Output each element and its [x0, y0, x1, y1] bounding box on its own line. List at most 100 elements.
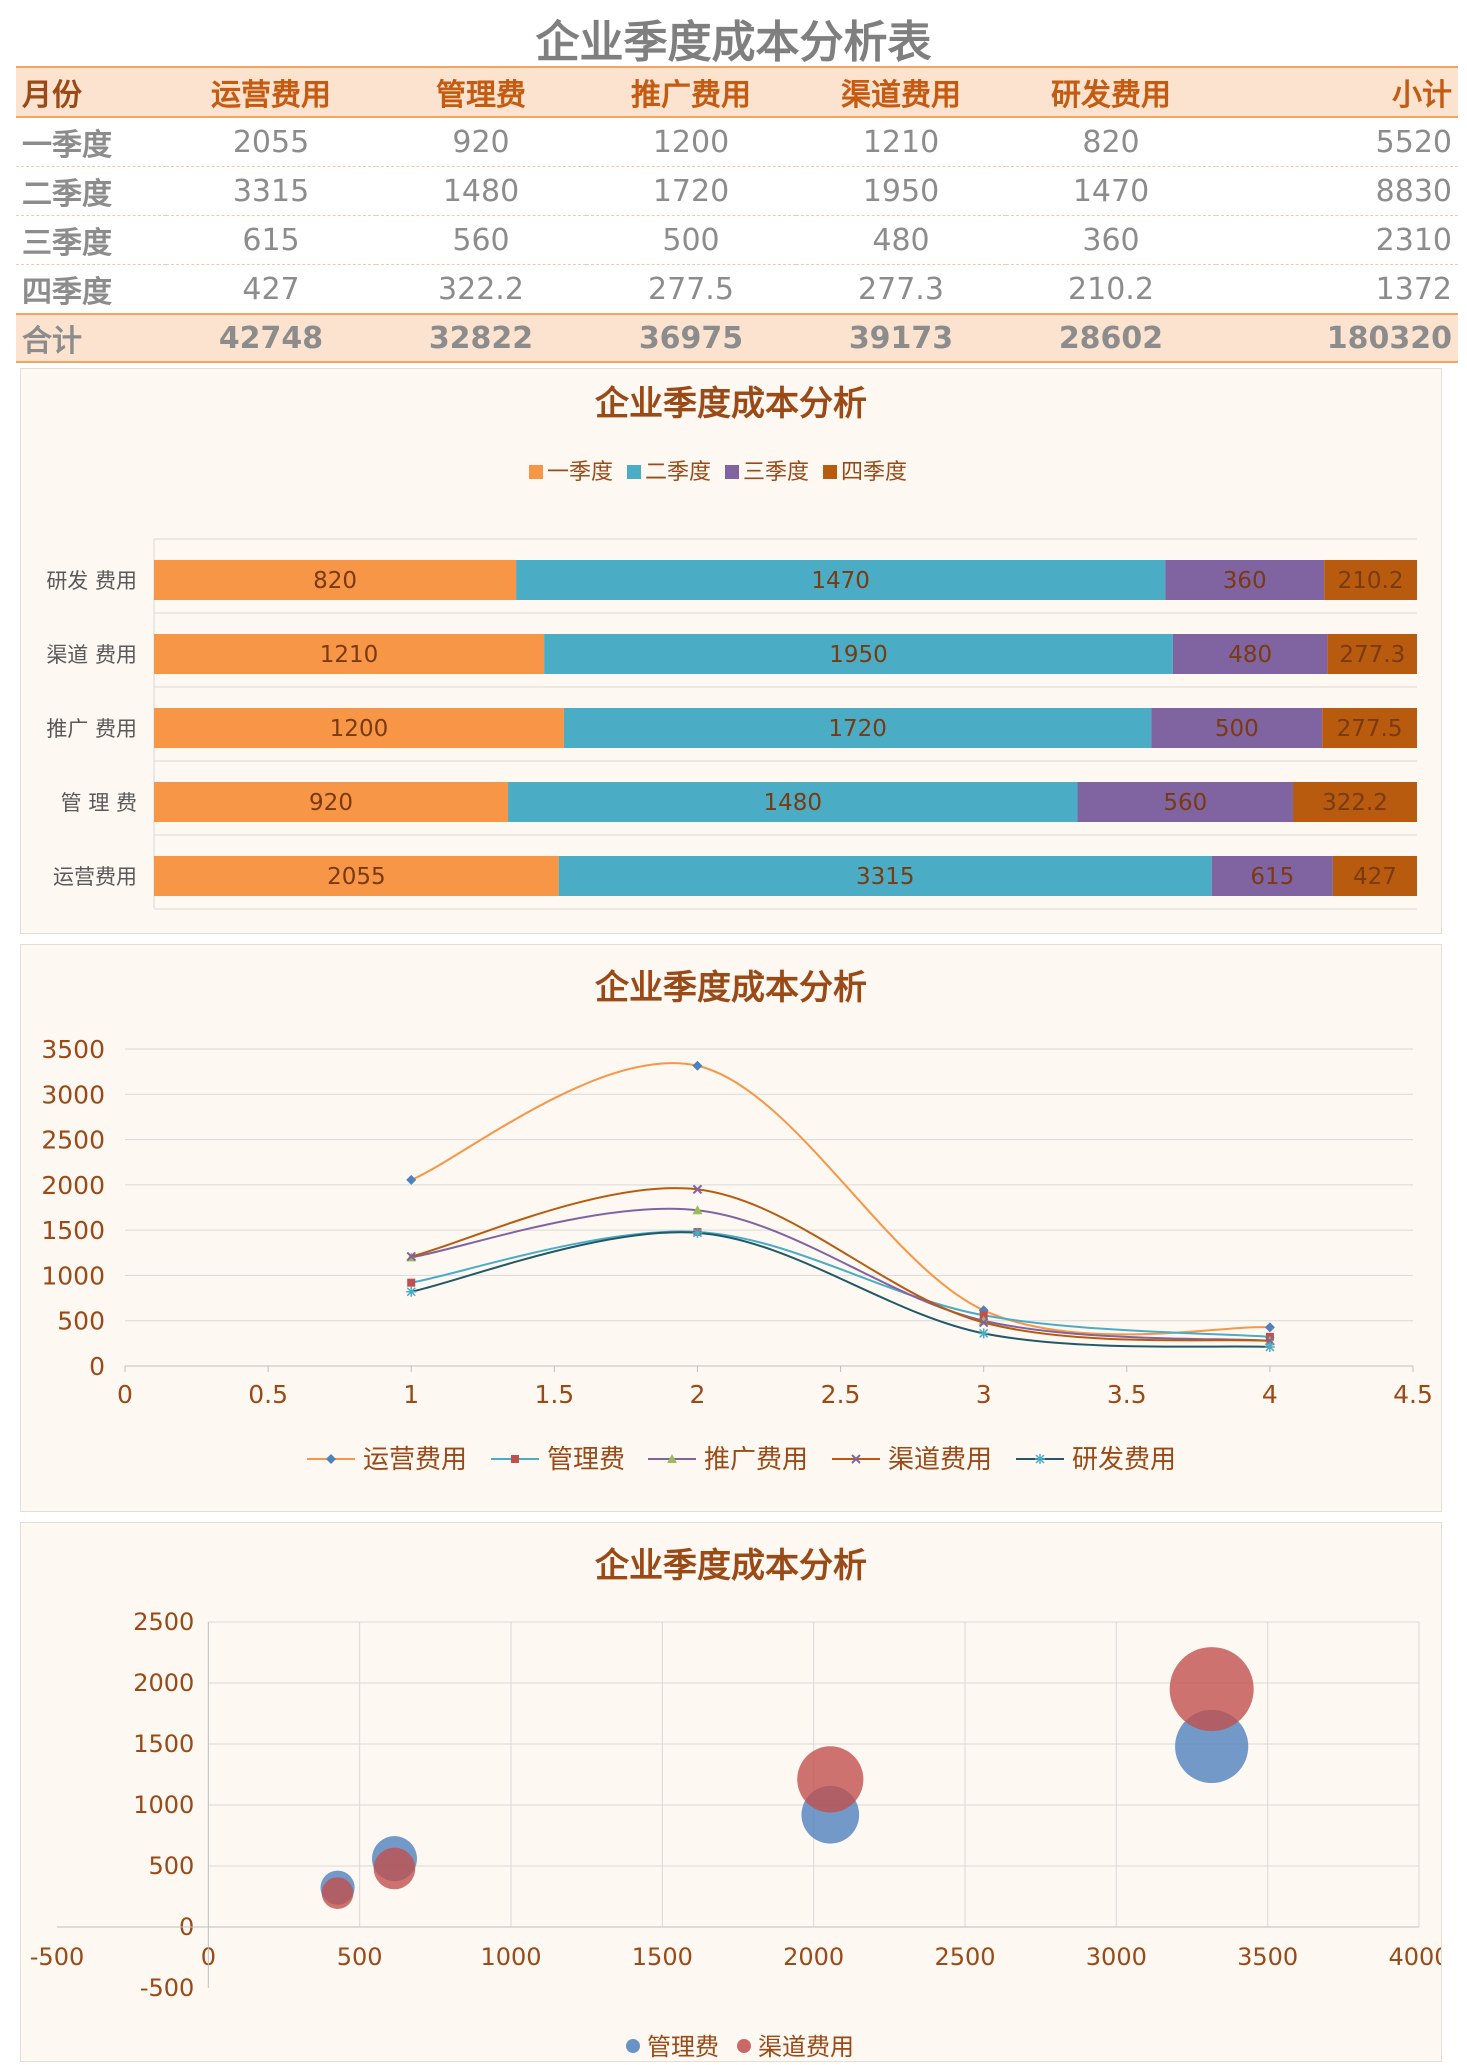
table-cell: 1720: [586, 166, 796, 216]
bubble: [797, 1746, 864, 1813]
bubble: [373, 1847, 416, 1890]
series-line: [411, 1207, 1270, 1342]
y-tick-label: 1500: [41, 1216, 105, 1245]
table-cell: 322.2: [376, 264, 586, 315]
header-cell: 推广费用: [586, 66, 796, 118]
legend-label: 管理费: [647, 2033, 719, 2061]
bar-segment: [1077, 782, 1294, 822]
bar-segment: [1327, 634, 1417, 674]
data-point: [692, 1227, 703, 1238]
series-line: [410, 1062, 1270, 1336]
total-cell: 39173: [796, 313, 1006, 363]
y-tick-label: 1000: [133, 1791, 194, 1819]
table-row: 一季度 2055 920 1200 1210 820 5520: [16, 117, 1458, 167]
total-cell: 36975: [586, 313, 796, 363]
bar-segment: [1172, 634, 1328, 674]
y-tick-label: 2500: [133, 1608, 194, 1636]
bar-segment: [154, 708, 564, 748]
legend-label: 二季度: [645, 460, 711, 485]
bar-segment: [544, 634, 1173, 674]
total-cell: 32822: [376, 313, 586, 363]
bar-segment: [1165, 560, 1325, 600]
bar-segment: [1293, 782, 1417, 822]
table-cell: 277.5: [586, 264, 796, 315]
data-label: 360: [1223, 568, 1267, 594]
table-cell: 500: [586, 215, 796, 265]
x-tick-label: -500: [30, 1943, 84, 1971]
legend-label: 管理费: [547, 1445, 625, 1475]
total-cell: 合计: [16, 313, 166, 363]
header-cell: 管理费: [376, 66, 586, 118]
header-cell: 渠道费用: [796, 66, 1006, 118]
data-point: [406, 1286, 417, 1297]
table-cell: 1480: [376, 166, 586, 216]
data-point: [692, 1205, 703, 1215]
legend-swatch: [627, 465, 641, 479]
data-label: 1200: [330, 716, 389, 742]
table-cell: 615: [166, 215, 376, 265]
data-point: [979, 1311, 988, 1320]
legend-swatch: [725, 465, 739, 479]
table-row: 二季度 3315 1480 1720 1950 1470 8830: [16, 166, 1458, 216]
category-label: 渠道 费用: [46, 643, 137, 667]
y-tick-label: 1500: [133, 1730, 194, 1758]
table-cell: 二季度: [16, 166, 166, 216]
table-cell: 2055: [166, 117, 376, 167]
bar-segment: [516, 560, 1166, 600]
x-tick-label: 3000: [1086, 1943, 1147, 1971]
bubble: [1175, 1709, 1249, 1784]
table-cell: 一季度: [16, 117, 166, 167]
header-cell: 月份: [16, 66, 166, 118]
x-tick-label: 1500: [632, 1943, 693, 1971]
legend-label: 渠道费用: [758, 2033, 854, 2061]
data-point: [406, 1251, 416, 1262]
total-cell: 42748: [166, 313, 376, 363]
table-cell: 四季度: [16, 264, 166, 315]
bar-chart-panel: 企业季度成本分析 一季度 二季度 三季度 四季度 运营费用 2055 3315 615 427 管 …: [20, 368, 1442, 934]
x-tick-label: 2.5: [821, 1380, 861, 1409]
data-label: 920: [309, 790, 353, 816]
header-cell: 小计: [1216, 66, 1458, 118]
bubble: [321, 1877, 354, 1910]
table-cell: 8830: [1216, 166, 1458, 216]
chart-title: 企业季度成本分析: [595, 1546, 867, 1586]
table-cell: 360: [1006, 215, 1216, 265]
series-line: [411, 1231, 1270, 1348]
data-label: 2055: [327, 864, 386, 890]
data-point: [1035, 1454, 1045, 1464]
bar-segment: [1211, 856, 1333, 896]
bubble-chart-panel: 企业季度成本分析 -500 0 500 1000 1500 2000 2500 -500 0 500…: [20, 1522, 1450, 2062]
table-cell: 1210: [796, 117, 1006, 167]
data-point: [326, 1454, 336, 1464]
data-label: 560: [1163, 790, 1207, 816]
table-cell: 820: [1006, 117, 1216, 167]
series-line: [410, 1187, 1270, 1342]
x-tick-label: 3500: [1237, 1943, 1298, 1971]
category-label: 推广 费用: [46, 717, 137, 741]
y-tick-label: 500: [149, 1852, 195, 1880]
x-tick-label: 500: [337, 1943, 383, 1971]
line-chart-panel: 企业季度成本分析 0 500 1000 1500 2000 2500 3000 3500 0 0.5…: [20, 944, 1442, 1512]
x-tick-label: 1: [403, 1380, 419, 1409]
data-point: [407, 1278, 416, 1287]
bar-segment: [154, 856, 559, 896]
x-tick-label: 1.5: [534, 1380, 574, 1409]
header-cell: 研发费用: [1006, 66, 1216, 118]
y-tick-label: 3000: [41, 1080, 105, 1109]
data-point: [692, 1060, 703, 1071]
total-cell: 180320: [1216, 313, 1458, 363]
legend-label: 三季度: [743, 460, 809, 485]
x-tick-label: 4.5: [1393, 1380, 1433, 1409]
table-cell: 480: [796, 215, 1006, 265]
data-label: 1950: [829, 642, 888, 668]
y-tick-label: 2000: [41, 1171, 105, 1200]
legend-label: 推广费用: [704, 1445, 808, 1475]
data-label: 427: [1353, 864, 1397, 890]
data-label: 480: [1228, 642, 1272, 668]
bar-segment: [1324, 560, 1417, 600]
cost-table: 月份 运营费用 管理费 推广费用 渠道费用 研发费用 小计 一季度 2055 9…: [16, 66, 1458, 363]
y-tick-label: 2500: [41, 1126, 105, 1155]
y-tick-label: 500: [57, 1307, 105, 1336]
y-tick-label: 2000: [133, 1669, 194, 1697]
